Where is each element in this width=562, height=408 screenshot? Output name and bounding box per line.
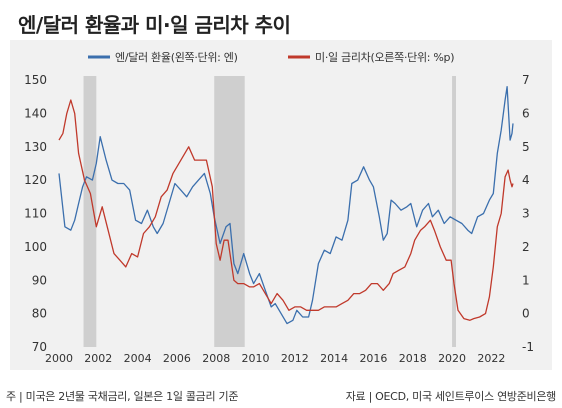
left-tick-label: 70 xyxy=(32,340,47,354)
left-tick-label: 80 xyxy=(32,307,47,321)
left-tick-label: 100 xyxy=(24,240,47,254)
series-lines xyxy=(58,86,514,325)
right-tick-label: -1 xyxy=(522,340,534,354)
right-tick-label: 6 xyxy=(522,106,530,120)
series-line-1 xyxy=(58,99,514,321)
legend-label-0: 엔/달러 환율(왼쪽·단위: 엔) xyxy=(115,50,238,64)
recession-band-1 xyxy=(214,76,245,347)
chart-title: 엔/달러 환율과 미·일 금리차 추이 xyxy=(18,13,291,37)
legend-label-1: 미·일 금리차(오른쪽·단위: %p) xyxy=(315,50,454,64)
x-tick-label: 2016 xyxy=(359,352,387,365)
x-axis-ticks: 2000 2002 2004 2006 2008 2010 2012 2014 2016 2018… xyxy=(45,352,505,365)
right-tick-label: 1 xyxy=(522,273,530,287)
recession-bands xyxy=(83,76,456,347)
legend: 엔/달러 환율(왼쪽·단위: 엔) 미·일 금리차(오른쪽·단위: %p) xyxy=(88,50,455,64)
recession-band-2 xyxy=(452,76,456,347)
x-tick-label: 2006 xyxy=(163,352,191,365)
recession-band-0 xyxy=(83,76,97,347)
left-tick-label: 90 xyxy=(32,273,47,287)
right-tick-label: 4 xyxy=(522,173,530,187)
x-tick-label: 2010 xyxy=(242,352,270,365)
footer-source: 자료 | OECD, 미국 세인트루이스 연방준비은행 xyxy=(345,390,557,403)
x-tick-label: 2002 xyxy=(84,352,112,365)
left-tick-label: 110 xyxy=(24,207,47,221)
right-axis-ticks: 7 6 5 4 3 2 1 0 -1 xyxy=(522,73,534,354)
left-tick-label: 120 xyxy=(24,173,47,187)
left-tick-label: 150 xyxy=(24,73,47,87)
x-tick-label: 2012 xyxy=(281,352,309,365)
x-tick-label: 2004 xyxy=(124,352,152,365)
left-tick-label: 130 xyxy=(24,140,47,154)
x-tick-label: 2000 xyxy=(45,352,73,365)
left-tick-label: 140 xyxy=(24,106,47,120)
x-tick-label: 2008 xyxy=(202,352,230,365)
series-line-0 xyxy=(58,86,514,325)
right-tick-label: 0 xyxy=(522,307,530,321)
x-tick-label: 2022 xyxy=(477,352,505,365)
right-tick-label: 5 xyxy=(522,140,530,154)
left-axis-ticks: 150 140 130 120 110 100 90 80 70 xyxy=(24,73,47,354)
x-tick-label: 2014 xyxy=(320,352,348,365)
right-tick-label: 2 xyxy=(522,240,530,254)
right-tick-label: 3 xyxy=(522,207,530,221)
right-tick-label: 7 xyxy=(522,73,530,87)
x-tick-label: 2018 xyxy=(399,352,427,365)
footer-note: 주 | 미국은 2년물 국채금리, 일본은 1일 콜금리 기준 xyxy=(6,390,239,403)
x-tick-label: 2020 xyxy=(438,352,466,365)
